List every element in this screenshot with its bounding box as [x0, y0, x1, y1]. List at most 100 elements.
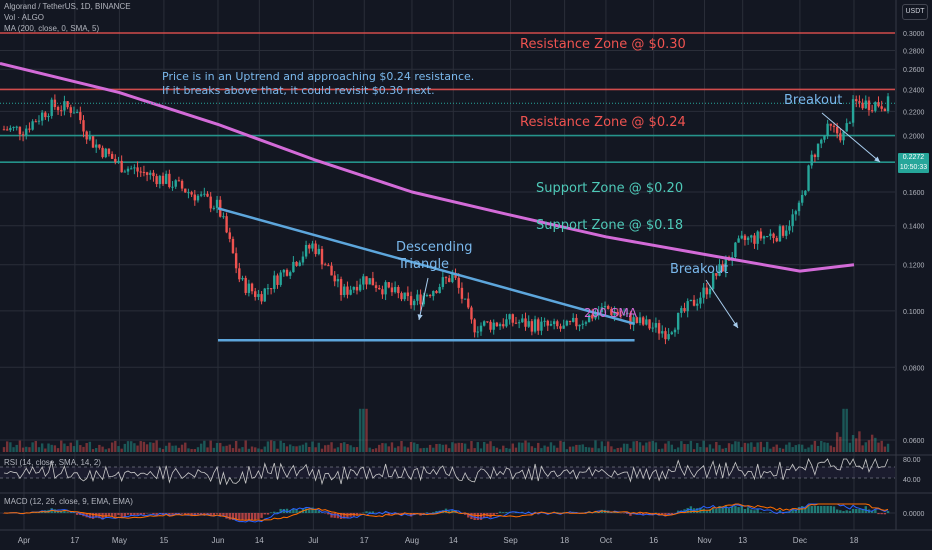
candle-body: [772, 233, 775, 238]
volume-bar: [584, 446, 588, 452]
volume-bar: [657, 449, 661, 452]
candle-body: [31, 121, 34, 130]
volume-bar: [441, 444, 445, 452]
volume-bar: [772, 446, 775, 452]
volume-bar: [123, 443, 127, 452]
volume-bar: [432, 447, 435, 452]
macd-histogram-bar: [142, 513, 146, 515]
volume-bar: [562, 441, 565, 452]
macd-histogram-bar: [60, 511, 63, 513]
macd-histogram-bar: [842, 511, 845, 513]
volume-bar: [810, 444, 813, 452]
candle-body: [298, 262, 301, 266]
candle-body: [696, 303, 699, 306]
volume-bar: [594, 440, 597, 452]
candle-body: [374, 285, 378, 288]
volume-bar: [301, 444, 305, 452]
volume-bar: [444, 444, 448, 452]
candle-body: [683, 308, 686, 312]
volume-bar: [330, 442, 333, 452]
note-line-2: If it breaks above that, it could revisi…: [162, 84, 435, 97]
resistance-030-label: Resistance Zone @ $0.30: [520, 37, 686, 52]
volume-bar: [371, 449, 375, 452]
volume-legend: Vol · ALGO: [4, 13, 48, 22]
volume-bar: [692, 449, 696, 452]
price-tick-label: 0.1200: [903, 263, 925, 270]
candle-body: [393, 286, 397, 293]
candle-body: [257, 294, 260, 297]
candle-body: [406, 292, 410, 297]
volume-bar: [308, 447, 311, 452]
volume-bar: [874, 437, 877, 452]
volume-bar: [670, 444, 673, 452]
macd-histogram-bar: [355, 513, 359, 516]
candle-body: [708, 288, 712, 295]
candle-body: [448, 278, 451, 282]
candle-body: [626, 312, 629, 315]
volume-bar: [381, 443, 384, 452]
candle-body: [82, 120, 85, 132]
volume-bar: [50, 444, 53, 452]
candle-body: [136, 167, 139, 172]
volume-bar: [21, 447, 25, 452]
volume-bar: [851, 435, 855, 452]
volume-bar: [413, 442, 416, 452]
volume-bar: [18, 440, 22, 452]
volume-bar: [145, 444, 149, 452]
candle-body: [177, 180, 181, 182]
price-tick-label: 0.2400: [903, 87, 925, 94]
macd-histogram-bar: [826, 506, 829, 513]
time-tick-label: 14: [449, 536, 458, 545]
macd-histogram-bar: [855, 508, 858, 513]
macd-histogram-bar: [813, 506, 817, 513]
candle-body: [759, 231, 763, 239]
volume-bar: [215, 442, 219, 452]
macd-histogram-bar: [225, 513, 228, 519]
volume-bar: [37, 447, 41, 452]
volume-bar: [832, 447, 836, 452]
macd-histogram-bar: [686, 507, 689, 513]
volume-bar: [435, 443, 438, 452]
macd-histogram-bar: [295, 509, 298, 513]
macd-histogram-bar: [273, 511, 276, 513]
time-tick-label: Sep: [503, 536, 518, 545]
candle-body: [63, 101, 66, 111]
volume-bar: [470, 441, 473, 452]
volume-bar: [861, 445, 864, 452]
candle-body: [562, 325, 565, 329]
candle-body: [311, 243, 314, 249]
macd-histogram-bar: [254, 513, 257, 520]
volume-bar: [228, 444, 231, 452]
macd-histogram-bar: [696, 508, 699, 513]
volume-bar: [877, 442, 880, 452]
macd-histogram-bar: [190, 513, 193, 517]
macd-histogram-bar: [886, 511, 890, 513]
candle-body: [702, 287, 705, 298]
candle-body: [753, 235, 756, 244]
candle-body: [174, 180, 177, 187]
volume-bar: [708, 444, 712, 452]
macd-histogram-bar: [498, 511, 502, 513]
currency-button[interactable]: USDT: [902, 4, 928, 20]
candle-body: [600, 307, 604, 313]
volume-bar: [279, 440, 282, 452]
sma-200-line: [0, 61, 855, 273]
volume-bar: [47, 443, 50, 452]
volume-bar: [524, 440, 527, 452]
candle-body: [5, 129, 9, 131]
macd-histogram-bar: [136, 513, 139, 515]
volume-bar: [626, 443, 629, 452]
volume-bar: [766, 441, 769, 452]
candle-body: [222, 216, 225, 218]
volume-bar: [212, 447, 216, 452]
candle-body: [142, 171, 146, 173]
macd-title: MACD (12, 26, close, 9, EMA, EMA): [4, 497, 133, 506]
volume-bar: [28, 447, 31, 452]
candle-body: [168, 173, 171, 188]
candle-body: [559, 326, 562, 329]
macd-histogram-bar: [648, 513, 651, 516]
macd-line: [3, 503, 889, 523]
volume-bar: [673, 449, 677, 452]
